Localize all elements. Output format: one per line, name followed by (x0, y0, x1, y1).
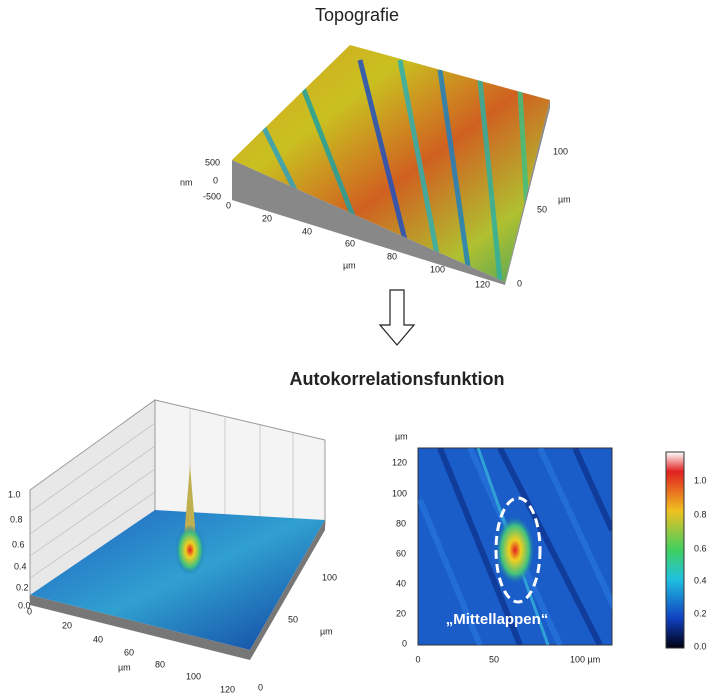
acf-3d-surface (29, 399, 326, 660)
y-tick: 100 (392, 488, 407, 498)
y-tick: 120 (392, 457, 407, 467)
colorbar-tick: 0.6 (694, 543, 707, 553)
x-tick: 100 (186, 671, 201, 681)
y-tick: 0 (517, 278, 522, 288)
x-tick: 0 (415, 654, 420, 664)
x-tick: 60 (345, 238, 355, 248)
z-tick: 0.8 (10, 514, 23, 524)
y-tick: 0 (402, 638, 407, 648)
y-tick: 50 (288, 614, 298, 624)
y-tick: 50 (537, 204, 547, 214)
x-tick: 60 (124, 647, 134, 657)
x-tick: 20 (262, 213, 272, 223)
x-tick: 100 µm (570, 654, 600, 664)
z-tick: -500 (203, 191, 221, 201)
x-unit: µm (343, 260, 356, 270)
z-tick: 500 (205, 157, 220, 167)
y-unit: µm (320, 626, 333, 636)
y-unit: µm (558, 194, 571, 204)
z-tick: 0.4 (14, 561, 27, 571)
y-tick: 20 (396, 608, 406, 618)
topography-surface (232, 45, 550, 285)
x-tick: 120 (475, 279, 490, 289)
z-unit: nm (180, 177, 193, 187)
x-tick: 100 (430, 264, 445, 274)
x-tick: 0 (27, 606, 32, 616)
arrow (378, 289, 416, 346)
z-tick: 0.2 (16, 582, 29, 592)
y-tick: 40 (396, 578, 406, 588)
title: Topografie (315, 5, 399, 25)
colorbar (665, 451, 685, 649)
colorbar-tick: 0.8 (694, 509, 707, 519)
z-tick: 0.0 (18, 600, 31, 610)
annotation: „Mittellappen“ (446, 611, 549, 628)
y-tick: 100 (322, 572, 337, 582)
y-tick: 60 (396, 548, 406, 558)
z-tick: 1.0 (8, 489, 21, 499)
x-tick: 20 (62, 620, 72, 630)
y-tick: 0 (258, 682, 263, 692)
colorbar-tick: 0.2 (694, 608, 707, 618)
colorbar-tick: 0.4 (694, 575, 707, 585)
x-tick: 50 (489, 654, 499, 664)
x-tick: 40 (302, 226, 312, 236)
y-unit: µm (395, 431, 408, 441)
colorbar-tick: 0.0 (694, 641, 707, 651)
x-tick: 80 (155, 659, 165, 669)
x-tick: 120 (220, 684, 235, 694)
y-tick: 100 (553, 146, 568, 156)
section-title: Autokorrelationsfunktion (290, 369, 505, 389)
z-tick: 0.6 (12, 539, 25, 549)
x-tick: 80 (387, 251, 397, 261)
x-unit: µm (118, 662, 131, 672)
x-tick: 40 (93, 634, 103, 644)
acf-map (417, 447, 613, 646)
y-tick: 80 (396, 518, 406, 528)
z-tick: 0 (213, 175, 218, 185)
x-tick: 0 (226, 200, 231, 210)
colorbar-tick: 1.0 (694, 475, 707, 485)
